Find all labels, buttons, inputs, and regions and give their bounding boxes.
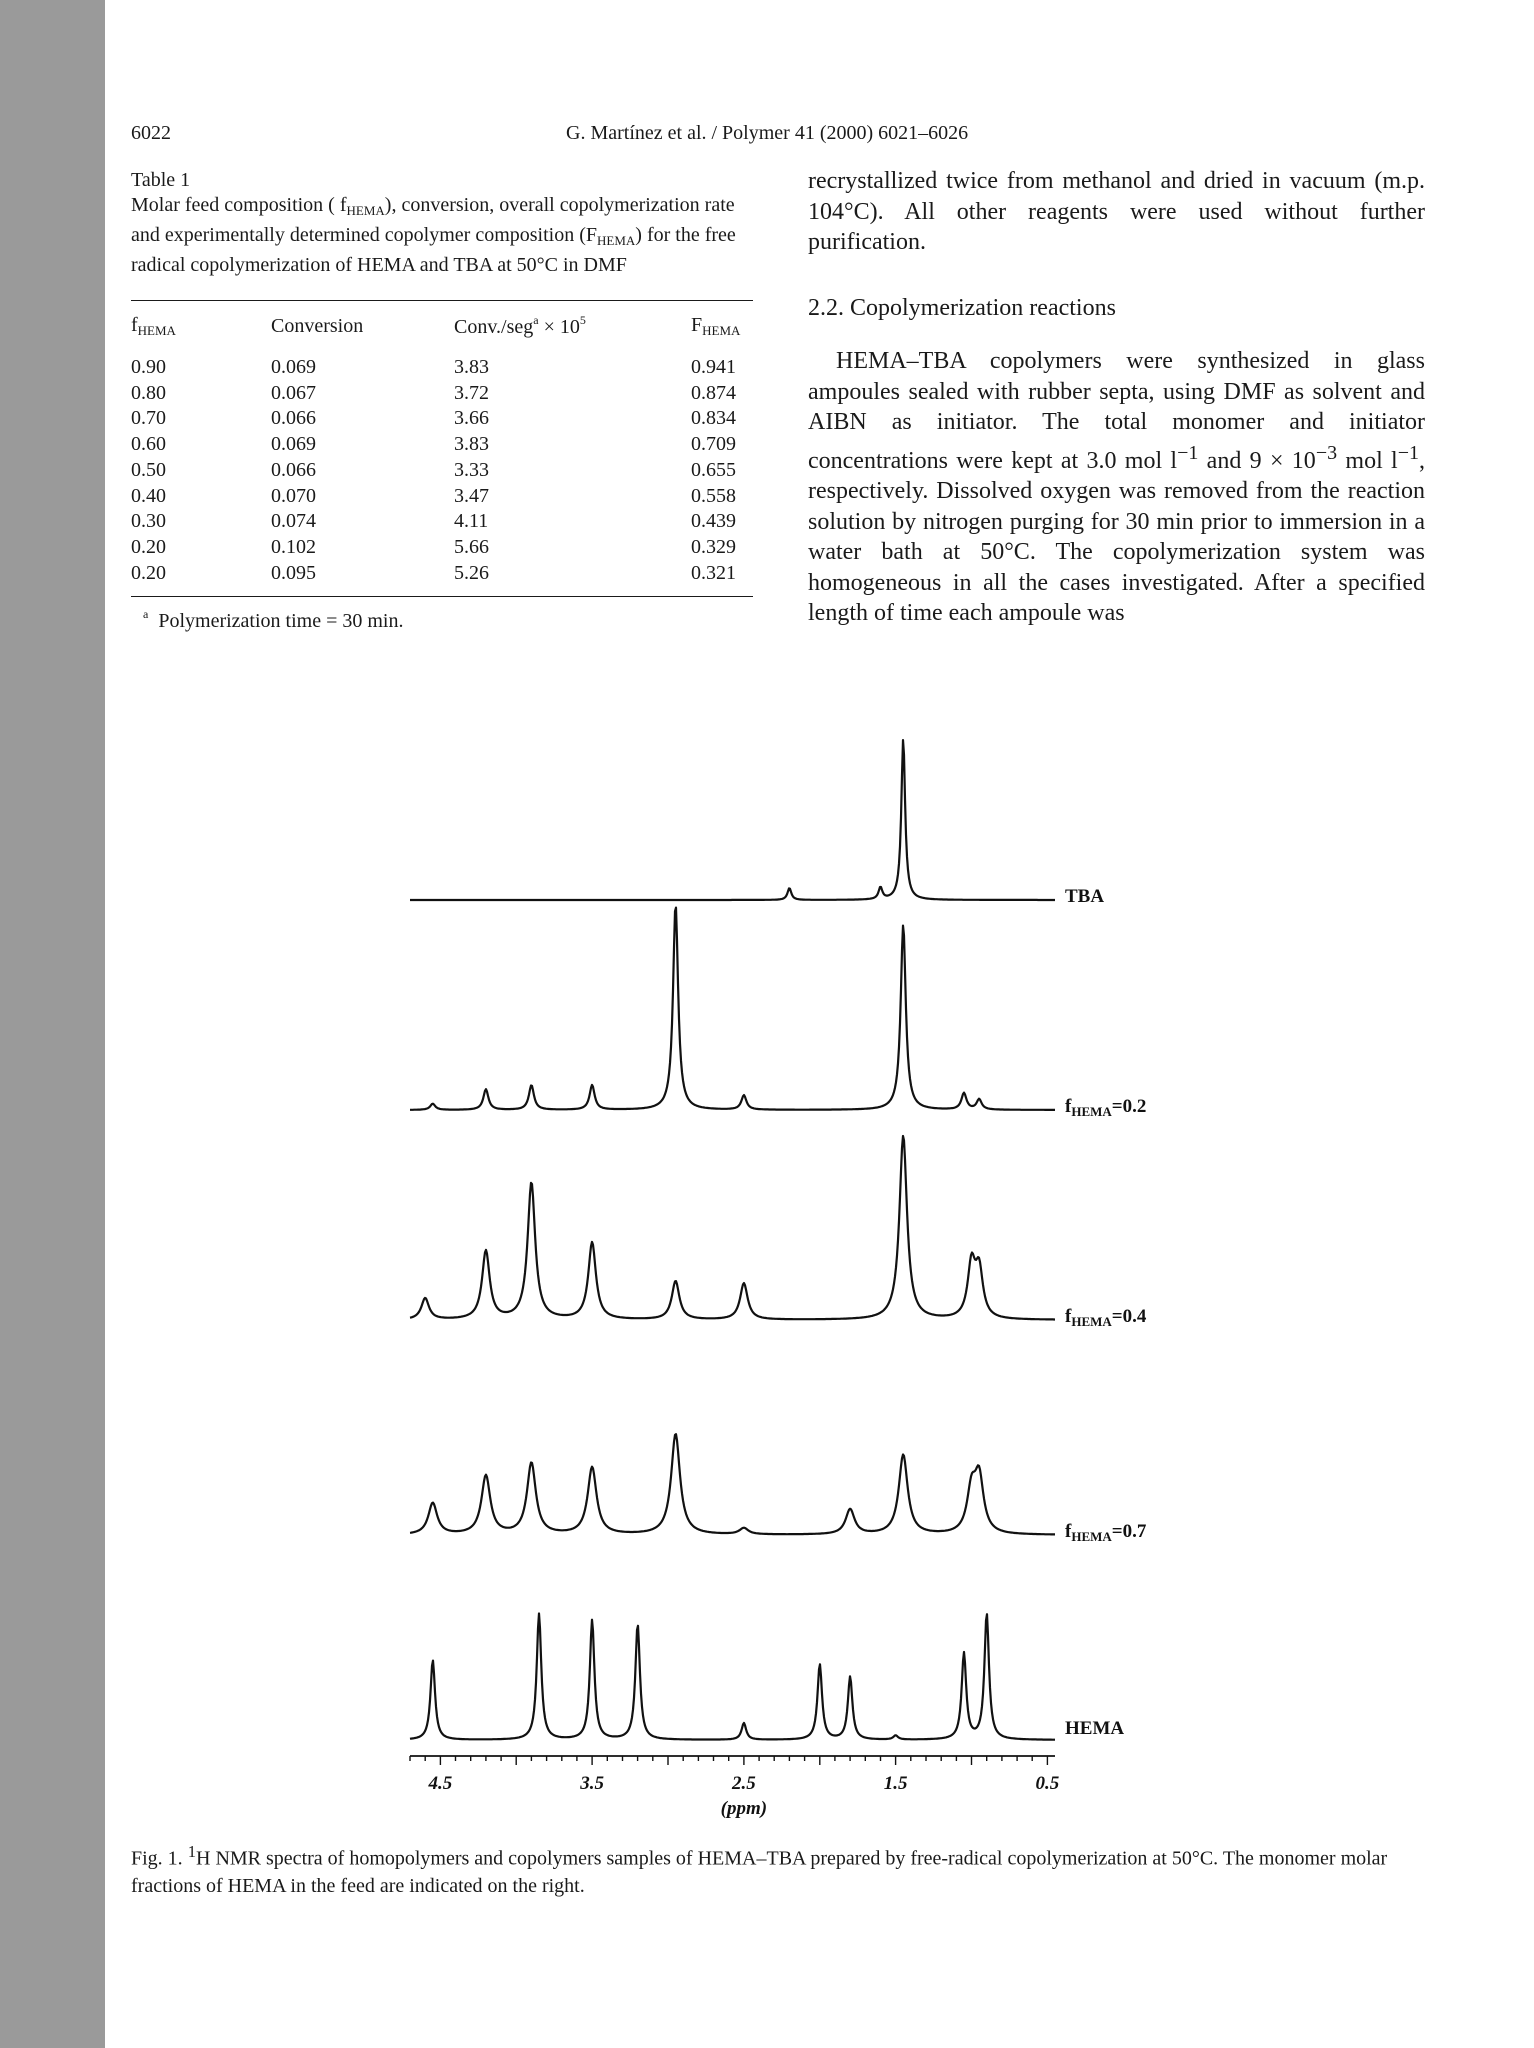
nmr-figure: TBA fHEMA=0.2 fHEMA=0.4 fHEMA=0.7 HEMA 4.5 3.5… [405, 700, 1165, 1825]
paragraph-materials: recrystallized twice from methanol and d… [808, 168, 1425, 255]
paragraph-copolymerization: HEMA–TBA copolymers were synthesized in … [808, 348, 1426, 626]
figure-caption: Fig. 1. 1H NMR spectra of homopolymers a… [131, 1842, 1388, 1897]
spectrum-trace-4 [409, 1433, 1056, 1536]
col-header-rate: Conv./sega × 105 [454, 313, 586, 338]
col-header-fhema: fHEMA [131, 313, 176, 338]
table-row: 0.40 0.070 3.47 0.558 [131, 484, 736, 507]
x-axis-unit: (ppm) [721, 1798, 767, 1819]
spectrum-trace-5 [409, 1612, 1056, 1741]
trace-label-hema: HEMA [1065, 1718, 1124, 1739]
table-bottom-rule [131, 596, 753, 598]
trace-label-f04: fHEMA=0.4 [1065, 1306, 1147, 1329]
page-number: 6022 [131, 122, 171, 144]
table-label: Table 1 [131, 169, 191, 191]
table-footnote: a Polymerization time = 30 min. [143, 607, 404, 633]
table-row: 0.60 0.069 3.83 0.709 [131, 433, 736, 456]
running-title: G. Martínez et al. / Polymer 41 (2000) 6… [566, 122, 969, 144]
col-header-conversion: Conversion [271, 314, 364, 337]
trace-label-f02: fHEMA=0.2 [1065, 1096, 1146, 1119]
table-row: 0.30 0.074 4.11 0.439 [131, 510, 736, 533]
table-block: Table 1 Molar feed composition ( fHEMA),… [131, 168, 753, 633]
x-tick-label: 0.5 [1036, 1773, 1060, 1794]
right-column-text: recrystallized twice from methanol and d… [808, 166, 1425, 629]
table-top-rule [131, 300, 753, 301]
trace-label-f07: fHEMA=0.7 [1065, 1521, 1147, 1544]
spectrum-trace-3 [409, 1134, 1056, 1321]
x-tick-label: 2.5 [731, 1773, 756, 1794]
table-row: 0.50 0.066 3.33 0.655 [131, 458, 736, 481]
data-table: fHEMA Conversion Conv./sega × 105 FHEMA … [131, 301, 753, 586]
table-row: 0.20 0.102 5.66 0.329 [131, 535, 736, 558]
table-header-row: fHEMA Conversion Conv./sega × 105 FHEMA [131, 301, 753, 355]
spectrum-trace-2 [409, 906, 1056, 1111]
table-caption: Molar feed composition ( fHEMA), convers… [131, 194, 736, 276]
x-tick-label: 1.5 [884, 1773, 908, 1794]
x-tick-label: 3.5 [579, 1773, 604, 1794]
x-tick-label: 4.5 [428, 1773, 453, 1794]
col-header-Fhema: FHEMA [691, 313, 741, 338]
section-heading: 2.2. Copolymerization reactions [808, 294, 1116, 321]
spectrum-trace-1 [409, 739, 1056, 902]
table-row: 0.70 0.066 3.66 0.834 [131, 407, 736, 430]
trace-label-tba: TBA [1065, 886, 1104, 907]
table-row: 0.20 0.095 5.26 0.321 [131, 561, 736, 584]
nmr-spectra-chart: TBA fHEMA=0.2 fHEMA=0.4 fHEMA=0.7 HEMA 4.5 3.5… [409, 739, 1147, 1819]
left-margin-bar [0, 0, 105, 2048]
table-row: 0.80 0.067 3.72 0.874 [131, 381, 736, 404]
table-row: 0.90 0.069 3.83 0.941 [131, 356, 736, 378]
